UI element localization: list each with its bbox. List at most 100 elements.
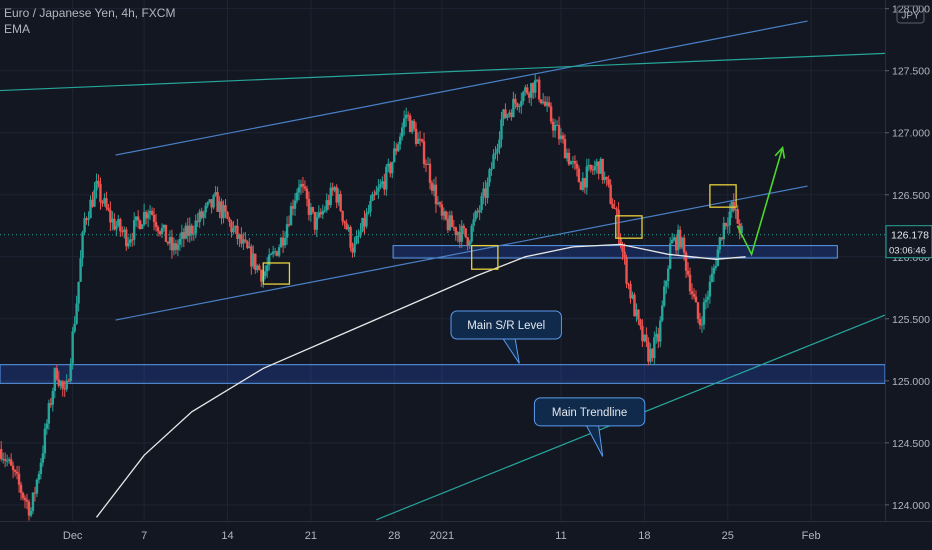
candle-body	[343, 221, 346, 224]
candle-body	[361, 218, 364, 232]
candle-body	[740, 226, 743, 233]
candle-body	[81, 232, 84, 259]
candle-body	[524, 87, 527, 92]
candle-body	[496, 148, 499, 153]
candle-body	[722, 222, 726, 240]
candle-body	[129, 239, 132, 243]
candle-body	[99, 183, 102, 203]
candle-body	[539, 99, 543, 104]
candle-body	[516, 103, 519, 107]
candle-body	[214, 192, 217, 196]
candle-body	[160, 228, 164, 234]
candle-body	[593, 166, 596, 171]
candle-body	[631, 294, 634, 299]
x-tick-label: Feb	[802, 530, 821, 542]
candle-body	[313, 212, 317, 230]
candle-body	[15, 471, 19, 474]
candle-body	[51, 391, 55, 405]
candle-body	[401, 127, 404, 137]
candle-body	[236, 225, 239, 239]
candle-body	[452, 227, 456, 229]
candle-body	[41, 453, 45, 463]
candle-body	[87, 218, 90, 220]
candle-body	[303, 186, 307, 189]
candle-body	[319, 212, 323, 215]
x-tick-label: Dec	[63, 530, 83, 542]
candle-body	[676, 229, 680, 251]
candle-body	[442, 211, 446, 216]
candle-body	[716, 249, 720, 267]
channel-upper-line	[115, 20, 808, 156]
candle-body	[589, 164, 592, 170]
candle-body	[132, 220, 136, 240]
candle-body	[395, 148, 398, 152]
candle-body	[657, 333, 660, 342]
candle-body	[476, 211, 479, 213]
candle-body	[706, 296, 710, 300]
candle-body	[267, 254, 271, 266]
candle-body	[585, 166, 589, 188]
x-tick-label: 21	[305, 530, 317, 542]
candle-body	[571, 161, 575, 163]
candle-body	[55, 368, 58, 380]
candle-body	[148, 210, 152, 214]
candle-body	[323, 210, 326, 212]
y-tick-label: 126.500	[892, 190, 930, 202]
candle-body	[641, 325, 644, 342]
candle-body	[595, 161, 598, 167]
candle-body	[736, 209, 739, 224]
x-tick-label: 28	[388, 530, 400, 542]
candle-body	[402, 118, 406, 128]
candles	[0, 74, 743, 521]
candle-body	[119, 219, 122, 232]
candle-body	[21, 492, 25, 498]
candle-body	[710, 273, 714, 282]
candle-body	[317, 212, 321, 218]
candle-body	[152, 214, 156, 222]
trend-lines	[0, 20, 886, 521]
candle-body	[71, 331, 74, 364]
candle-body	[438, 202, 442, 205]
candle-body	[532, 83, 535, 93]
highlight-box	[615, 215, 643, 239]
candle-body	[561, 135, 565, 139]
candle-body	[91, 199, 94, 207]
candle-body	[609, 184, 612, 204]
candle-body	[297, 187, 301, 193]
candle-body	[567, 152, 571, 165]
candle-body	[53, 368, 56, 392]
candle-body	[520, 101, 523, 107]
candle-body	[150, 210, 154, 215]
candle-body	[472, 219, 475, 226]
candle-body	[281, 237, 285, 246]
candle-body	[450, 215, 454, 228]
last-price-tag	[885, 225, 932, 259]
candle-body	[176, 244, 180, 250]
candle-body	[712, 267, 716, 274]
candle-body	[158, 231, 162, 234]
candle-body	[311, 207, 315, 213]
candle-body	[464, 228, 467, 238]
candle-body	[273, 251, 277, 253]
candle-body	[289, 206, 293, 226]
candle-body	[661, 305, 664, 321]
candle-body	[89, 199, 92, 219]
highlight-box	[262, 262, 291, 285]
candle-body	[698, 318, 702, 326]
candle-body	[258, 265, 261, 271]
highlight-box	[471, 244, 499, 270]
candle-body	[216, 192, 219, 212]
candle-body	[192, 233, 195, 235]
candle-body	[238, 234, 241, 239]
candle-body	[397, 144, 400, 152]
candle-body	[256, 265, 259, 270]
candle-body	[446, 219, 450, 231]
candle-body	[535, 79, 539, 81]
candle-body	[170, 237, 174, 251]
annotations: Main S/R Level Main Trendline	[450, 310, 646, 457]
candle-body	[526, 87, 529, 94]
projection-layer	[736, 145, 786, 257]
candle-body	[696, 302, 700, 319]
candle-body	[142, 211, 146, 225]
